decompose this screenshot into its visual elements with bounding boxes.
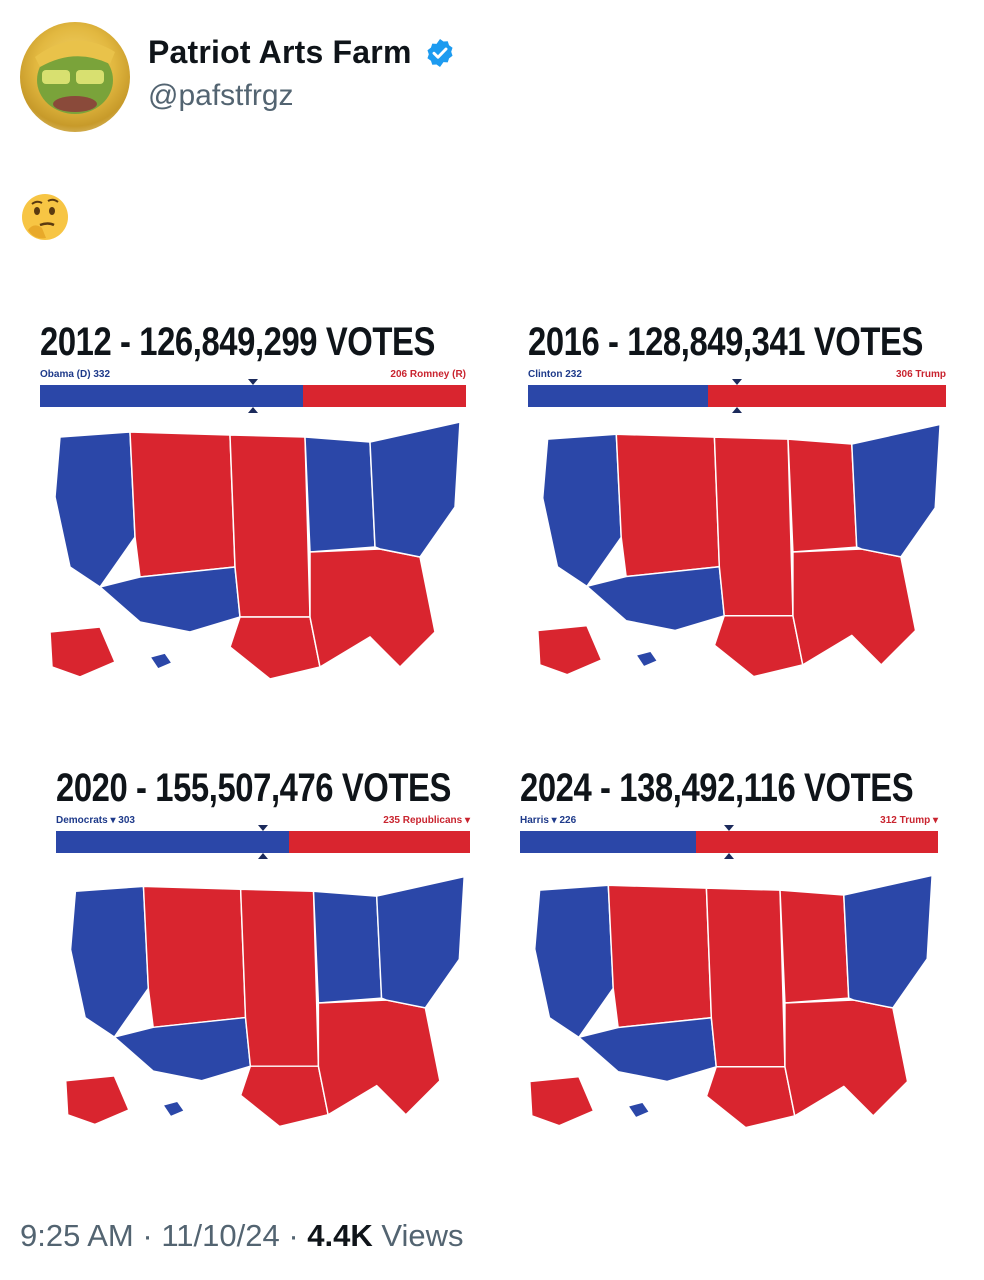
- map-region-south: [317, 999, 441, 1116]
- map-region-sw: [577, 1016, 718, 1083]
- map-region-plains: [713, 436, 794, 617]
- electoral-map-2024: [529, 874, 933, 1129]
- map-region-mtn: [142, 885, 247, 1029]
- verified-badge-icon: [427, 38, 453, 67]
- map-region-south: [309, 548, 436, 669]
- map-region-ne: [369, 421, 461, 558]
- map-region-mtn: [607, 884, 713, 1029]
- election-panel-2020: 2020 - 155,507,476 VOTES Democrats ▾ 303…: [56, 766, 470, 1143]
- rep-bar-segment: [708, 385, 946, 407]
- election-panel-2024: 2024 - 138,492,116 VOTES Harris ▾ 226 31…: [520, 766, 938, 1143]
- majority-marker-top: [248, 379, 258, 385]
- map-region-texas: [713, 615, 804, 678]
- map-region-midwest: [312, 890, 383, 1004]
- map-region-ak: [49, 626, 116, 678]
- map-region-sw: [98, 566, 241, 633]
- majority-marker-top: [724, 825, 734, 831]
- rep-bar-segment: [289, 831, 470, 853]
- electoral-vote-bar: [40, 379, 466, 413]
- dem-bar-segment: [520, 831, 696, 853]
- majority-marker-bottom: [248, 407, 258, 413]
- display-name[interactable]: Patriot Arts Farm: [148, 34, 412, 70]
- dem-bar-segment: [528, 385, 709, 407]
- map-region-plains: [239, 888, 320, 1067]
- electoral-map-2020: [64, 875, 465, 1128]
- user-handle[interactable]: @pafstfrgz: [148, 79, 294, 112]
- map-region-texas: [229, 616, 321, 680]
- map-region-texas: [239, 1065, 329, 1128]
- map-region-west: [541, 433, 622, 588]
- views-label: Views: [381, 1218, 464, 1253]
- majority-marker-bottom: [732, 407, 742, 413]
- map-region-ne: [843, 874, 933, 1009]
- dem-label: Democrats ▾ 303: [56, 815, 135, 826]
- map-region-hi: [634, 650, 659, 668]
- dem-label: Obama (D) 332: [40, 369, 111, 380]
- map-region-midwest: [304, 436, 376, 553]
- map-region-midwest: [779, 889, 850, 1004]
- electoral-vote-bar: [520, 825, 938, 859]
- post-time[interactable]: 9:25 AM: [20, 1218, 134, 1253]
- majority-marker-bottom: [724, 853, 734, 859]
- dem-label: Clinton 232: [528, 369, 582, 380]
- majority-marker-bottom: [258, 853, 268, 859]
- panel-title: 2012 - 126,849,299 VOTES: [40, 320, 435, 364]
- map-region-hi: [161, 1100, 186, 1118]
- map-region-west: [69, 885, 150, 1039]
- views-count: 4.4K: [307, 1218, 373, 1253]
- rep-label: 235 Republicans ▾: [383, 815, 470, 826]
- panel-title: 2016 - 128,849,341 VOTES: [528, 320, 923, 364]
- avatar[interactable]: [20, 22, 130, 132]
- panel-title: 2024 - 138,492,116 VOTES: [520, 766, 914, 810]
- majority-marker-top: [732, 379, 742, 385]
- map-region-texas: [705, 1066, 796, 1129]
- map-region-sw: [585, 565, 726, 632]
- electoral-vote-bar: [56, 825, 470, 859]
- map-region-ak: [64, 1075, 130, 1126]
- dem-bar-segment: [40, 385, 303, 407]
- rep-bar-segment: [302, 385, 466, 407]
- thinking-face-icon: [20, 192, 70, 242]
- map-region-midwest: [787, 438, 858, 553]
- map-region-hi: [148, 652, 174, 670]
- map-region-plains: [705, 887, 786, 1068]
- map-region-ak: [537, 624, 603, 676]
- map-region-west: [533, 884, 614, 1039]
- map-region-mtn: [615, 433, 721, 578]
- post-metadata: 9:25 AM · 11/10/24 · 4.4K Views: [20, 1218, 464, 1254]
- rep-label: 206 Romney (R): [390, 369, 466, 380]
- dem-label: Harris ▾ 226: [520, 815, 577, 826]
- map-region-south: [784, 999, 909, 1118]
- map-region-sw: [112, 1016, 252, 1082]
- electoral-vote-bar: [528, 379, 946, 413]
- rep-label: 306 Trump: [895, 369, 946, 380]
- separator: ·: [288, 1218, 299, 1253]
- post-date[interactable]: 11/10/24: [161, 1218, 280, 1253]
- map-region-west: [54, 431, 136, 589]
- rep-label: 312 Trump ▾: [880, 815, 938, 826]
- map-region-mtn: [129, 431, 236, 578]
- electoral-map-2016: [537, 423, 941, 678]
- map-region-ne: [375, 875, 465, 1009]
- avatar-image: [35, 40, 115, 114]
- separator: ·: [142, 1218, 153, 1253]
- map-region-ne: [851, 423, 941, 558]
- majority-marker-top: [258, 825, 268, 831]
- map-region-ak: [529, 1075, 595, 1127]
- map-region-hi: [626, 1101, 651, 1119]
- dem-bar-segment: [56, 831, 290, 853]
- rep-bar-segment: [695, 831, 938, 853]
- map-region-south: [792, 548, 917, 667]
- panel-title: 2020 - 155,507,476 VOTES: [56, 766, 451, 810]
- map-region-plains: [229, 434, 311, 618]
- election-panel-2016: 2016 - 128,849,341 VOTES Clinton 232 306…: [528, 320, 946, 687]
- election-panel-2012: 2012 - 126,849,299 VOTES Obama (D) 332 2…: [40, 320, 466, 687]
- electoral-map-2012: [49, 421, 461, 680]
